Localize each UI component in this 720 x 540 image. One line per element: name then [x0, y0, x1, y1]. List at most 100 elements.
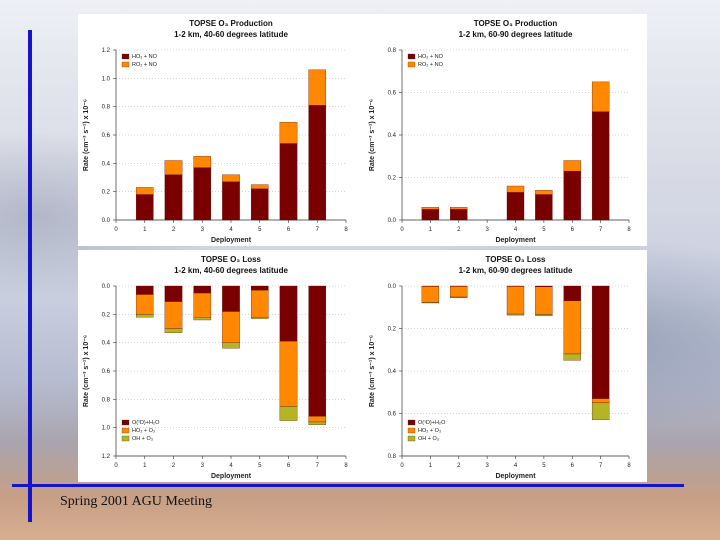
x-tick-label: 1 [429, 463, 433, 469]
y-tick-label: 0.6 [102, 369, 111, 375]
bar-series-2 [563, 353, 581, 361]
footer-text: Spring 2001 AGU Meeting [60, 494, 213, 509]
x-tick-label: 5 [542, 463, 546, 469]
bar-series-1 [222, 174, 240, 182]
y-tick-label: 0.6 [388, 91, 397, 97]
y-tick-label: 0.4 [388, 369, 397, 375]
x-tick-label: 4 [229, 227, 233, 233]
bar-series-2 [279, 406, 298, 421]
legend-label: OH + O₃ [132, 436, 153, 442]
bar-series-1 [250, 184, 269, 189]
bar-series-0 [591, 111, 610, 221]
bar-series-0 [591, 285, 610, 399]
x-tick-label: 6 [287, 227, 291, 233]
bar-series-0 [563, 285, 581, 302]
x-tick-label: 1 [143, 227, 147, 233]
legend-swatch [121, 61, 130, 68]
x-axis-label: Deployment [495, 473, 536, 480]
bar-series-1 [421, 207, 440, 210]
bar-series-0 [506, 192, 525, 221]
bar-series-1 [164, 301, 183, 329]
legend-label: O(¹D)+H₂O [418, 420, 446, 426]
legend-swatch [121, 435, 130, 442]
y-tick-label: 1.0 [102, 426, 111, 432]
bar-series-2 [535, 314, 553, 316]
x-tick-label: 8 [627, 463, 631, 469]
bar-series-0 [135, 194, 154, 221]
x-tick-label: 1 [429, 227, 433, 233]
y-tick-label: 1.2 [102, 48, 111, 54]
bar-series-0 [308, 105, 327, 221]
x-tick-label: 0 [400, 227, 404, 233]
x-tick-label: 4 [514, 463, 518, 469]
legend-swatch [407, 53, 416, 60]
y-axis-label: Rate (cm⁻³ s⁻¹) x 10⁻⁶ [83, 99, 90, 171]
bar-series-1 [450, 207, 468, 210]
chart-subtitle: 1-2 km, 40-60 degrees latitude [174, 30, 288, 39]
bar-series-2 [450, 296, 468, 298]
y-tick-label: 0.0 [388, 284, 397, 290]
chart-title: TOPSE O₃ Production [189, 19, 273, 28]
bar-series-1 [250, 290, 269, 318]
accent-horizontal-line [12, 484, 684, 487]
y-tick-label: 0.4 [102, 341, 111, 347]
bar-series-0 [279, 285, 298, 342]
legend-label: RO₂ + NO [132, 62, 158, 68]
accent-vertical-line [28, 30, 32, 522]
y-tick-label: 0.2 [102, 190, 111, 196]
x-tick-label: 3 [201, 227, 205, 233]
bar-series-2 [421, 302, 440, 304]
x-tick-label: 3 [485, 463, 489, 469]
y-tick-label: 1.0 [102, 76, 111, 82]
y-tick-label: 0.2 [388, 327, 397, 333]
chart-title: TOPSE O₃ Production [474, 19, 558, 28]
x-tick-label: 6 [287, 463, 291, 469]
x-tick-label: 1 [143, 463, 147, 469]
x-axis-label: Deployment [211, 473, 252, 480]
x-tick-label: 8 [627, 227, 631, 233]
legend-swatch [407, 61, 416, 68]
y-tick-label: 0.0 [102, 284, 111, 290]
bar-series-1 [164, 160, 183, 175]
legend-label: HO₂ + O₃ [132, 428, 155, 434]
bar-series-0 [421, 209, 440, 221]
chart-title: TOPSE O₃ Loss [485, 255, 546, 264]
x-tick-label: 2 [457, 463, 461, 469]
x-tick-label: 6 [571, 227, 575, 233]
bar-series-2 [164, 328, 183, 333]
bar-series-0 [135, 285, 154, 295]
bar-series-1 [135, 294, 154, 315]
chart-subtitle: 1-2 km, 40-60 degrees latitude [174, 266, 288, 275]
y-tick-label: 1.2 [102, 454, 111, 460]
bar-series-0 [164, 285, 183, 302]
x-tick-label: 7 [316, 463, 320, 469]
y-tick-label: 0.0 [388, 218, 397, 224]
x-tick-label: 7 [599, 227, 603, 233]
bar-series-1 [563, 160, 581, 172]
bar-series-1 [535, 286, 553, 315]
y-axis-label: Rate (cm⁻³ s⁻¹) x 10⁻⁶ [369, 335, 376, 407]
x-tick-label: 0 [400, 463, 404, 469]
legend-label: HO₂ + NO [418, 54, 444, 60]
x-tick-label: 6 [571, 463, 575, 469]
bar-series-1 [591, 81, 610, 112]
legend-swatch [121, 427, 130, 434]
chart-subtitle: 1-2 km, 60-90 degrees latitude [459, 30, 573, 39]
bar-series-2 [193, 317, 212, 321]
bar-series-1 [308, 69, 327, 106]
bar-series-1 [506, 286, 525, 315]
bar-series-1 [450, 286, 468, 298]
y-tick-label: 0.2 [102, 312, 111, 318]
legend-label: O(¹D)+H₂O [132, 420, 160, 426]
legend-swatch [407, 435, 416, 442]
x-tick-label: 2 [172, 463, 176, 469]
x-tick-label: 3 [485, 227, 489, 233]
y-tick-label: 0.8 [102, 105, 111, 111]
bar-series-0 [250, 285, 269, 291]
y-axis-label: Rate (cm⁻³ s⁻¹) x 10⁻⁶ [369, 99, 376, 171]
bar-series-0 [308, 285, 327, 417]
bar-series-0 [222, 285, 240, 312]
chart-svg: TOPSE O₃ Loss 1-2 km, 40-60 degrees latit… [83, 255, 348, 480]
bar-series-0 [193, 167, 212, 221]
bar-series-2 [222, 342, 240, 349]
